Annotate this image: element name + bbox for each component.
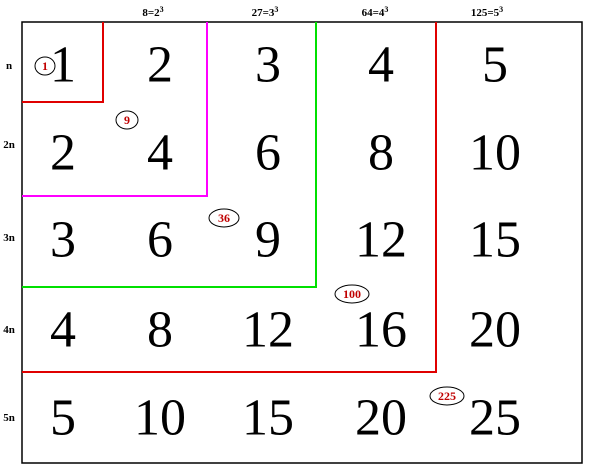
label-base: 8=2: [142, 7, 160, 19]
row-label: 5n: [3, 412, 15, 424]
label-exponent: 3: [384, 5, 388, 14]
label-exponent: 3: [160, 5, 164, 14]
row-label: n: [6, 60, 12, 72]
l-shape-2: [22, 22, 208, 197]
row-label: 3n: [3, 232, 15, 244]
column-label: 125=53: [471, 5, 503, 20]
cell-number: 12: [355, 212, 407, 269]
square-value: 36: [218, 211, 230, 225]
cell-number: 4: [50, 302, 76, 359]
cell-number: 16: [355, 302, 407, 359]
column-label: 8=23: [142, 5, 163, 20]
cell-number: 15: [469, 212, 521, 269]
l-shape-3: [22, 22, 317, 288]
cell-number: 6: [255, 125, 281, 182]
cell-number: 10: [134, 390, 186, 447]
cell-number: 12: [242, 302, 294, 359]
cell-number: 15: [242, 390, 294, 447]
cell-number: 20: [469, 302, 521, 359]
cell-number: 20: [355, 390, 407, 447]
cell-number: 5: [482, 37, 508, 94]
label-base: 125=5: [471, 7, 500, 19]
cell-number: 6: [147, 212, 173, 269]
square-value: 9: [124, 113, 130, 127]
column-label: 64=43: [362, 5, 389, 20]
cell-number: 10: [469, 125, 521, 182]
square-ellipse: [429, 386, 465, 406]
square-ellipse: [34, 56, 56, 76]
label-base: 27=3: [252, 7, 275, 19]
cell-number: 2: [50, 125, 76, 182]
square-ellipse: [208, 208, 240, 228]
column-label: 27=33: [252, 5, 279, 20]
cell-number: 8: [147, 302, 173, 359]
cell-number: 4: [368, 37, 394, 94]
row-label: 4n: [3, 324, 15, 336]
cell-number: 8: [368, 125, 394, 182]
label-exponent: 3: [499, 5, 503, 14]
outer-frame: [21, 21, 583, 464]
l-shape-4: [22, 22, 437, 373]
square-value: 100: [343, 287, 361, 301]
cell-number: 9: [255, 212, 281, 269]
cell-number: 4: [147, 125, 173, 182]
cell-number: 3: [255, 37, 281, 94]
cell-number: 25: [469, 390, 521, 447]
cell-number: 1: [50, 37, 76, 94]
square-value: 225: [438, 389, 456, 403]
square-ellipse: [115, 110, 139, 130]
row-label: 2n: [3, 139, 15, 151]
cell-number: 3: [50, 212, 76, 269]
square-value: 1: [42, 59, 48, 73]
cell-number: 2: [147, 37, 173, 94]
label-base: 64=4: [362, 7, 385, 19]
l-shape-1: [22, 22, 104, 103]
square-ellipse: [334, 284, 370, 304]
label-exponent: 3: [274, 5, 278, 14]
cell-number: 5: [50, 390, 76, 447]
